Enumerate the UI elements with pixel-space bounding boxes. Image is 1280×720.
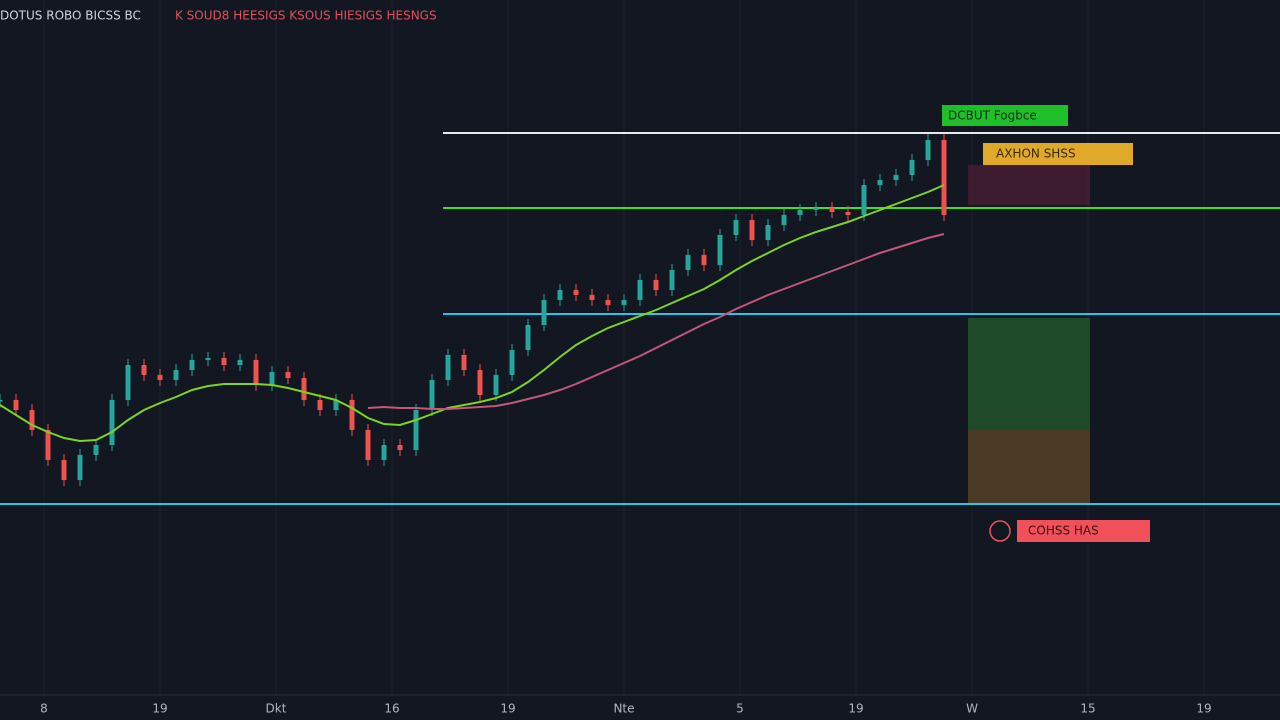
candle: [573, 290, 579, 295]
candle: [749, 220, 755, 240]
candle: [269, 372, 275, 385]
annotation: AXHON SHSS: [996, 147, 1076, 161]
candle: [509, 350, 515, 375]
candle: [541, 300, 547, 325]
candle: [605, 300, 611, 305]
candle: [813, 208, 819, 210]
x-tick-label: 16: [384, 702, 399, 716]
candle: [429, 380, 435, 410]
candle: [733, 220, 739, 235]
candle: [285, 372, 291, 378]
moving-average: [0, 184, 945, 443]
candle: [717, 235, 723, 265]
candle: [301, 378, 307, 400]
label-box: [942, 105, 1068, 126]
candle: [669, 270, 675, 290]
candle: [861, 185, 867, 215]
candle: [109, 400, 115, 445]
candle: [93, 445, 99, 455]
candle: [157, 375, 163, 380]
marker: [989, 520, 1011, 542]
x-tick-label: Dkt: [266, 702, 287, 716]
entry-zone: [968, 430, 1090, 505]
risk-zone: [968, 165, 1090, 205]
candle: [525, 325, 531, 350]
candle: [589, 295, 595, 300]
candle: [221, 358, 227, 365]
label-box: [983, 143, 1133, 165]
candle: [621, 300, 627, 305]
candle: [765, 225, 771, 240]
candle: [205, 358, 211, 360]
header-subtitle: K SOUD8 HEESIGS KSOUS HIESIGS HESNGS: [175, 9, 437, 23]
candle: [141, 365, 147, 375]
candle: [909, 160, 915, 175]
candle: [653, 280, 659, 290]
moving-average: [367, 233, 945, 410]
candle: [925, 140, 931, 160]
candle: [413, 410, 419, 450]
candle: [317, 400, 323, 410]
annotation: COHSS HAS: [1028, 524, 1099, 538]
candle: [397, 445, 403, 450]
candle: [29, 410, 35, 430]
candle: [173, 370, 179, 380]
candle: [829, 208, 835, 212]
candle: [61, 460, 67, 480]
candle: [45, 430, 51, 460]
candle: [893, 175, 899, 180]
candle: [237, 360, 243, 365]
x-tick-label: W: [966, 702, 978, 716]
x-tick-label: 19: [152, 702, 167, 716]
x-tick-label: 19: [848, 702, 863, 716]
x-tick-label: 19: [1196, 702, 1211, 716]
x-tick-label: 15: [1080, 702, 1095, 716]
x-tick-label: 5: [736, 702, 744, 716]
target-zone: [968, 318, 1090, 430]
label-box: [1017, 520, 1150, 542]
header-title: DOTUS ROBO BICSS BC: [0, 9, 141, 23]
candle: [349, 400, 355, 430]
candle: [701, 255, 707, 265]
candle: [0, 400, 3, 402]
candle: [333, 400, 339, 410]
candle: [189, 360, 195, 370]
candle: [877, 180, 883, 185]
candle: [685, 255, 691, 270]
candle: [637, 280, 643, 300]
x-tick-label: 8: [40, 702, 48, 716]
candle: [461, 355, 467, 370]
candle: [845, 212, 851, 215]
x-tick-label: Nte: [613, 702, 634, 716]
candle: [477, 370, 483, 395]
candle: [253, 360, 259, 385]
candle: [493, 375, 499, 395]
candle: [557, 290, 563, 300]
candle: [13, 400, 19, 410]
candle: [941, 140, 947, 215]
candle: [797, 210, 803, 215]
candle: [77, 455, 83, 480]
annotation: DCBUT Fogbce: [948, 109, 1037, 123]
candle: [125, 365, 131, 400]
x-tick-label: 19: [500, 702, 515, 716]
candle: [365, 430, 371, 460]
candle: [381, 445, 387, 460]
candle: [445, 355, 451, 380]
candle: [781, 215, 787, 225]
